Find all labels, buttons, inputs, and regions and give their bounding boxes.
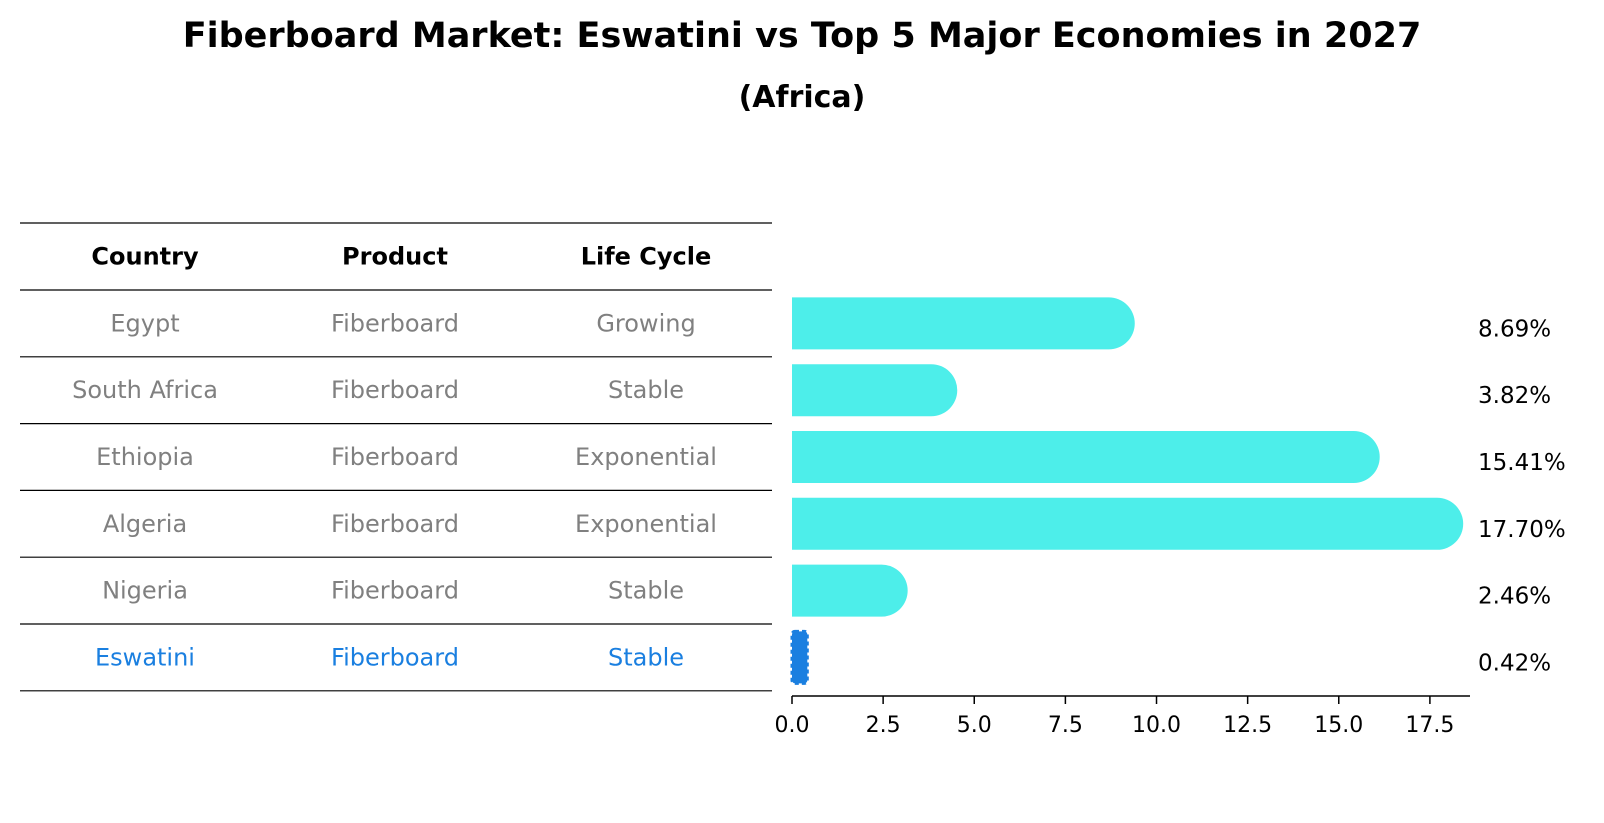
bar bbox=[792, 297, 1135, 350]
x-tick-label: 2.5 bbox=[866, 713, 901, 738]
table-cell: Eswatini bbox=[95, 643, 195, 671]
bar-value-label: 15.41% bbox=[1478, 450, 1566, 476]
table-cell: Nigeria bbox=[102, 577, 188, 605]
table-cell: Stable bbox=[608, 376, 684, 404]
bar-value-label: 2.46% bbox=[1478, 584, 1551, 610]
table-cell: Ethiopia bbox=[96, 443, 194, 471]
table-cell: Fiberboard bbox=[331, 510, 459, 538]
bar bbox=[792, 564, 908, 617]
table-cell: Fiberboard bbox=[331, 643, 459, 671]
table-cell: Fiberboard bbox=[331, 443, 459, 471]
table-cell: Fiberboard bbox=[331, 577, 459, 605]
table-cell: South Africa bbox=[72, 376, 218, 404]
data-table: Country Product Life Cycle Egypt Fiberboard G… bbox=[20, 222, 772, 692]
table-cell: Growing bbox=[596, 309, 695, 337]
table-cell: Algeria bbox=[103, 510, 187, 538]
bar-value-label: 0.42% bbox=[1478, 650, 1551, 676]
x-tick-label: 12.5 bbox=[1223, 713, 1272, 738]
table-header-cell: Life Cycle bbox=[581, 243, 712, 271]
table-cell: Exponential bbox=[575, 510, 717, 538]
table-cell: Fiberboard bbox=[331, 309, 459, 337]
table-cell: Stable bbox=[608, 643, 684, 671]
bar bbox=[792, 497, 1464, 550]
x-tick-label: 5.0 bbox=[957, 713, 992, 738]
table-cell: Egypt bbox=[110, 309, 179, 337]
x-tick-label: 10.0 bbox=[1132, 713, 1181, 738]
table-cell: Stable bbox=[608, 577, 684, 605]
table-header-cell: Product bbox=[342, 243, 448, 271]
x-tick-label: 15.0 bbox=[1314, 713, 1363, 738]
bar bbox=[792, 364, 958, 417]
bar-value-label: 3.82% bbox=[1478, 383, 1551, 409]
bar-value-label: 17.70% bbox=[1478, 517, 1566, 543]
x-tick-label: 17.5 bbox=[1405, 713, 1454, 738]
table-cell: Fiberboard bbox=[331, 376, 459, 404]
bar-value-label: 8.69% bbox=[1478, 316, 1551, 342]
bar-highlight bbox=[790, 629, 809, 685]
table-header-cell: Country bbox=[91, 243, 199, 271]
x-tick-label: 0.0 bbox=[775, 713, 810, 738]
chart-title: Fiberboard Market: Eswatini vs Top 5 Maj… bbox=[182, 16, 1422, 56]
x-axis: 0.0 2.5 5.0 7.5 10.0 12.5 15.0 17.5 bbox=[775, 695, 1470, 738]
x-tick-label: 7.5 bbox=[1048, 713, 1083, 738]
table-cell: Exponential bbox=[575, 443, 717, 471]
bar bbox=[792, 431, 1380, 483]
chart-subtitle: (Africa) bbox=[738, 80, 866, 115]
bar-series: 8.69% 3.82% 15.41% 17.70% 2.46% 0.42% bbox=[790, 297, 1566, 685]
